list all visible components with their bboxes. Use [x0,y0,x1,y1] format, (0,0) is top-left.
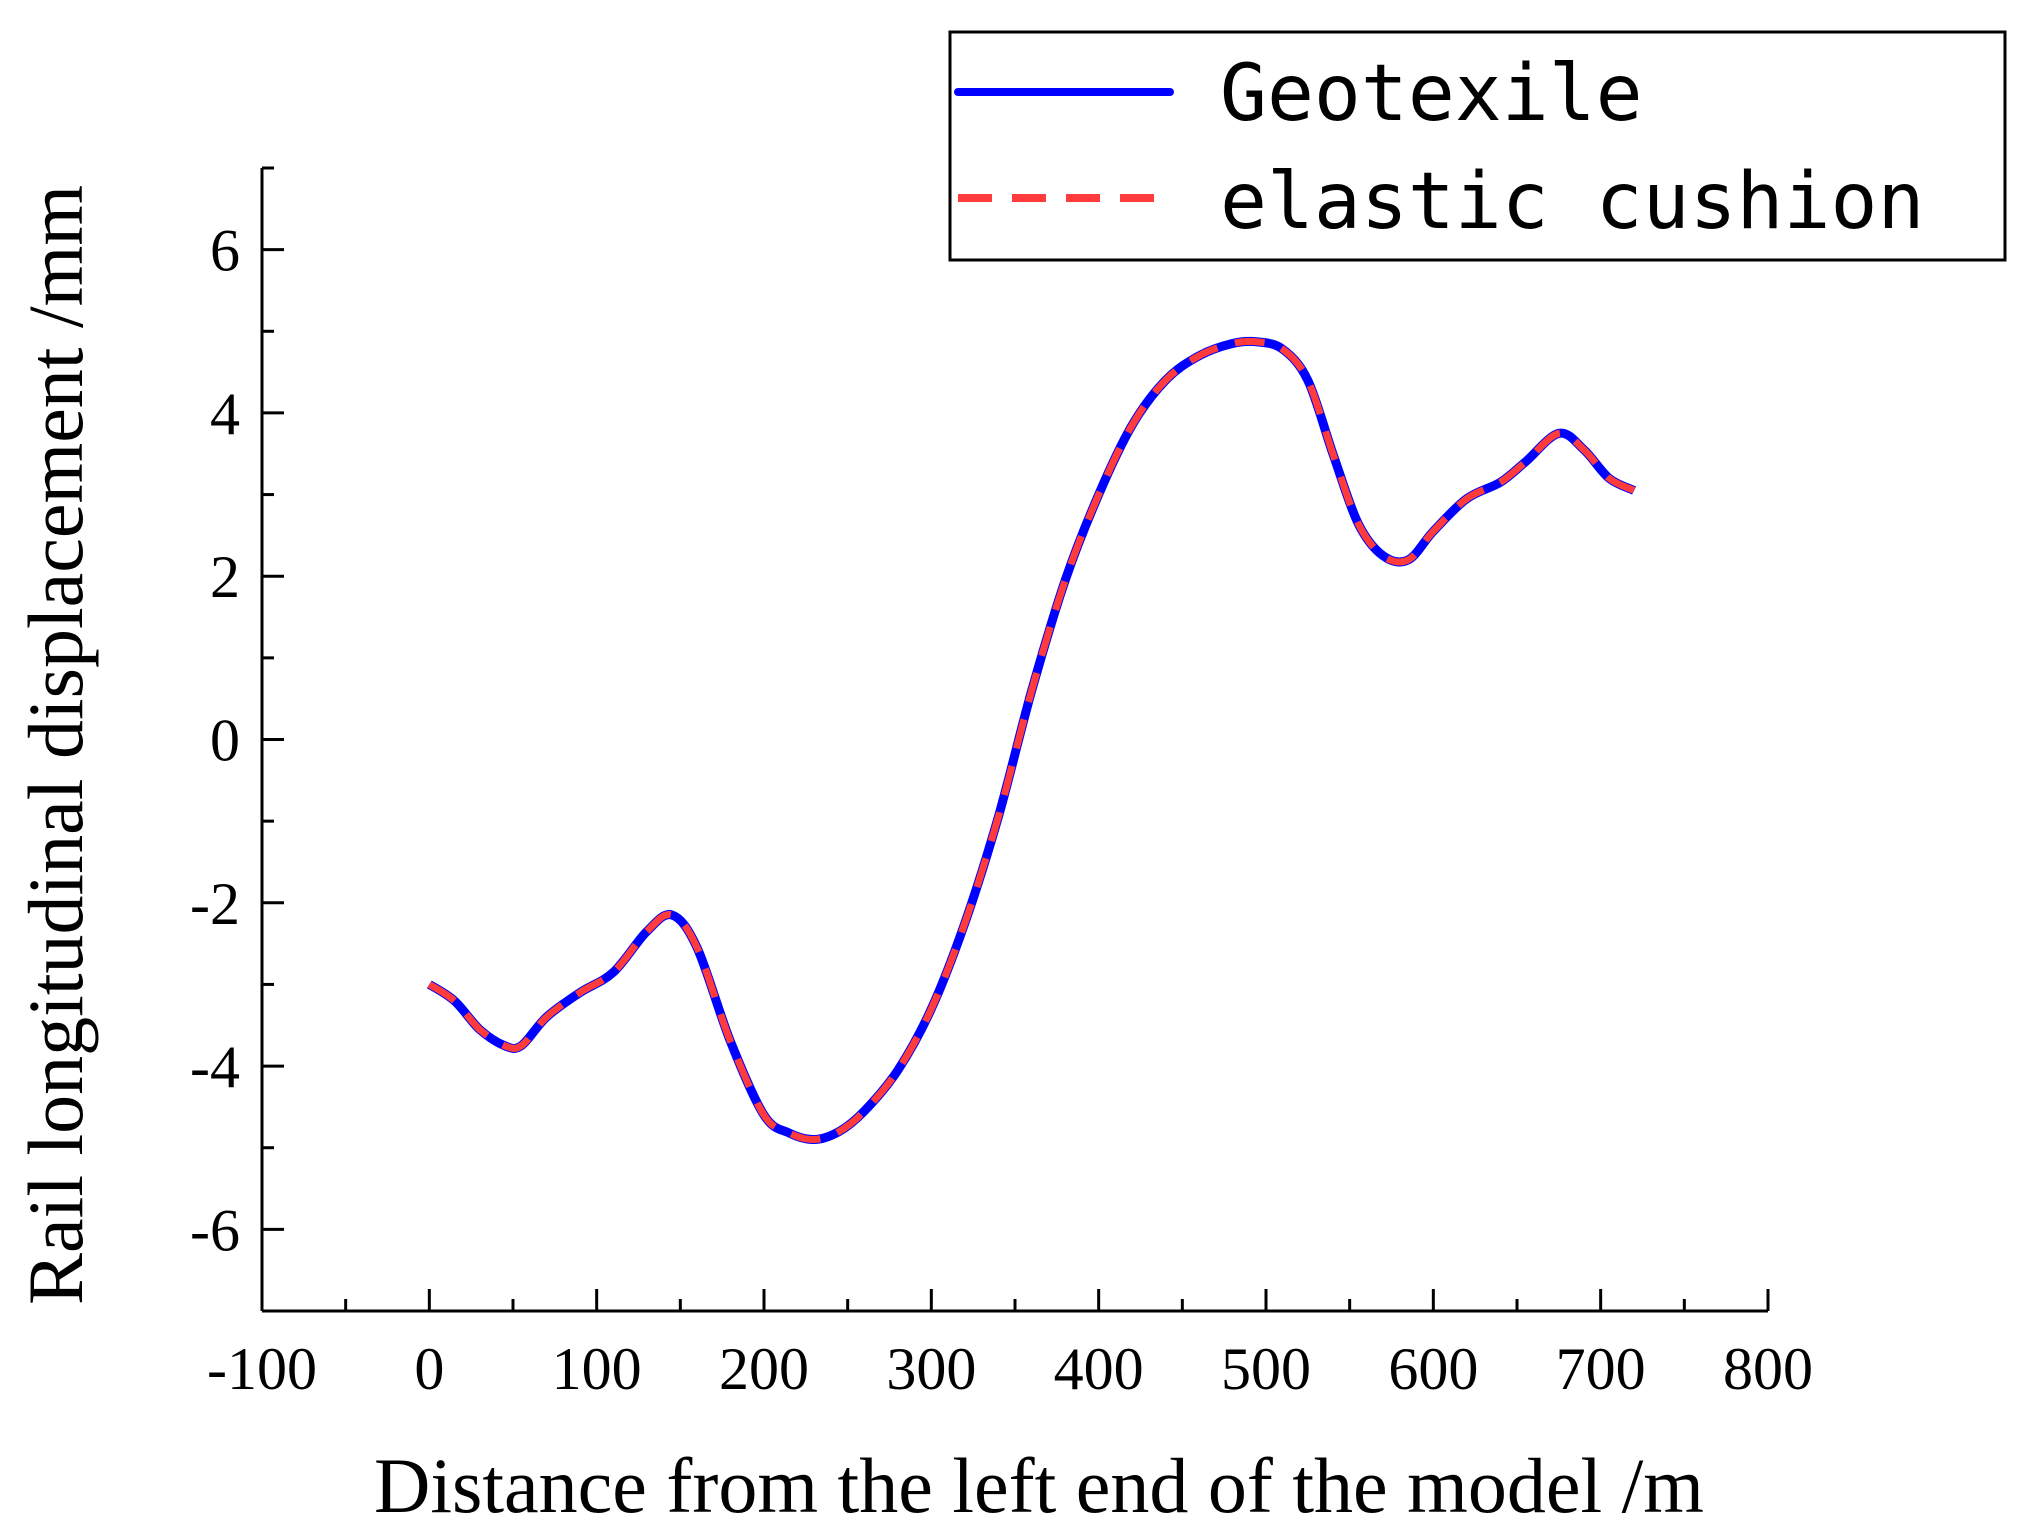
x-tick-label: 500 [1221,1336,1311,1402]
series-line-elastic-cushion [427,337,1636,1144]
legend-label-elastic-cushion: elastic cushion [1220,157,1924,247]
legend-label-geotexile: Geotexile [1220,49,1643,139]
y-axis-title: Rail longitudinal displacement /mm [12,185,99,1305]
y-tick-label: 6 [210,218,240,284]
y-tick-label: 0 [210,708,240,774]
x-axis-title: Distance from the left end of the model … [374,1442,1704,1529]
x-tick-label: 800 [1723,1336,1813,1402]
y-tick-label: 2 [210,544,240,610]
x-tick-label: -100 [207,1336,317,1402]
x-tick-label: 700 [1556,1336,1646,1402]
series-line-geotexile [426,336,1637,1145]
y-tick-label: -6 [190,1197,240,1263]
x-tick-label: 300 [886,1336,976,1402]
y-tick-label: -4 [190,1034,240,1100]
series-lines [426,336,1637,1145]
x-tick-label: 400 [1054,1336,1144,1402]
ticks: -100 0 100 200 300 400 500 600 700 800 -6 -4 -2 0 2 4 6 [190,166,1813,1402]
x-tick-label: 0 [414,1336,444,1402]
legend-box [948,30,2007,262]
x-tick-label: 600 [1388,1336,1478,1402]
y-tick-label: 4 [210,381,240,447]
legend: Geotexile elastic cushion [948,30,2007,262]
x-tick-label: 200 [719,1336,809,1402]
x-tick-label: 100 [552,1336,642,1402]
y-tick-label: -2 [190,871,240,937]
